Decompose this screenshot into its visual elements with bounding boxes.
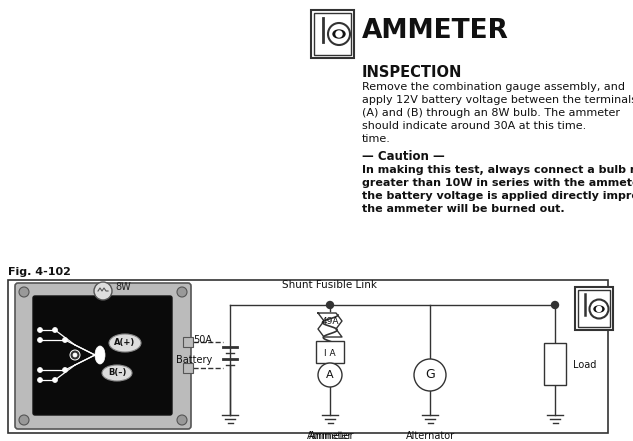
FancyBboxPatch shape	[15, 283, 191, 429]
Text: Shunt Fusible Link: Shunt Fusible Link	[282, 280, 377, 290]
Text: should indicate around 30A at this time.: should indicate around 30A at this time.	[362, 121, 586, 131]
Text: B(–): B(–)	[108, 369, 126, 377]
Bar	[183, 337, 193, 347]
Circle shape	[63, 337, 68, 343]
Polygon shape	[318, 313, 342, 337]
Text: the battery voltage is applied directly impressed,: the battery voltage is applied directly …	[362, 191, 633, 201]
Bar	[578, 290, 610, 327]
Text: apply 12V battery voltage between the terminals: apply 12V battery voltage between the te…	[362, 95, 633, 105]
Text: greater than 10W in series with the ammeter. If: greater than 10W in series with the amme…	[362, 178, 633, 188]
Bar	[316, 341, 344, 363]
Text: Alternator: Alternator	[406, 431, 454, 441]
Text: In making this test, always connect a bulb not: In making this test, always connect a bu…	[362, 165, 633, 175]
Circle shape	[19, 415, 29, 425]
Circle shape	[551, 302, 558, 309]
Text: 49A: 49A	[322, 317, 339, 325]
Text: INSPECTION: INSPECTION	[362, 65, 462, 80]
Circle shape	[37, 328, 42, 333]
Bar	[311, 10, 354, 58]
Circle shape	[177, 287, 187, 297]
Ellipse shape	[594, 306, 604, 312]
Text: Load: Load	[573, 360, 596, 370]
Bar	[544, 343, 566, 385]
Text: Ammeter: Ammeter	[310, 431, 354, 441]
Circle shape	[318, 363, 342, 387]
Text: Fig. 4-102: Fig. 4-102	[8, 267, 71, 277]
Circle shape	[336, 31, 342, 37]
Text: A(+): A(+)	[115, 339, 135, 348]
Circle shape	[37, 337, 42, 343]
Bar	[8, 280, 608, 433]
Text: (A) and (B) through an 8W bulb. The ammeter: (A) and (B) through an 8W bulb. The amme…	[362, 108, 620, 118]
Text: the ammeter will be burned out.: the ammeter will be burned out.	[362, 204, 565, 214]
Bar	[575, 287, 613, 330]
Text: Ammeter: Ammeter	[307, 431, 353, 441]
Circle shape	[327, 302, 334, 309]
Text: G: G	[425, 369, 435, 381]
Circle shape	[19, 287, 29, 297]
Text: time.: time.	[362, 134, 391, 144]
Circle shape	[94, 282, 112, 300]
Text: A: A	[326, 370, 334, 380]
Circle shape	[414, 359, 446, 391]
Text: 50A: 50A	[193, 335, 212, 345]
Circle shape	[589, 299, 608, 318]
Circle shape	[63, 367, 68, 373]
Text: Remove the combination gauge assembly, and: Remove the combination gauge assembly, a…	[362, 82, 625, 92]
Circle shape	[177, 415, 187, 425]
Ellipse shape	[95, 346, 105, 364]
Circle shape	[73, 353, 77, 357]
Ellipse shape	[109, 334, 141, 352]
Circle shape	[70, 350, 80, 360]
Circle shape	[53, 328, 58, 333]
Bar	[314, 13, 351, 55]
FancyBboxPatch shape	[33, 296, 172, 415]
Circle shape	[596, 306, 601, 311]
Text: I A: I A	[324, 350, 336, 359]
Circle shape	[37, 377, 42, 382]
Ellipse shape	[333, 30, 345, 38]
Text: Battery: Battery	[176, 355, 212, 365]
Text: 8W: 8W	[115, 282, 131, 292]
Circle shape	[328, 23, 350, 45]
Bar	[183, 363, 193, 373]
Circle shape	[53, 377, 58, 382]
Text: — Caution —: — Caution —	[362, 150, 445, 163]
Text: AMMETER: AMMETER	[362, 18, 509, 44]
Circle shape	[37, 367, 42, 373]
Ellipse shape	[102, 365, 132, 381]
